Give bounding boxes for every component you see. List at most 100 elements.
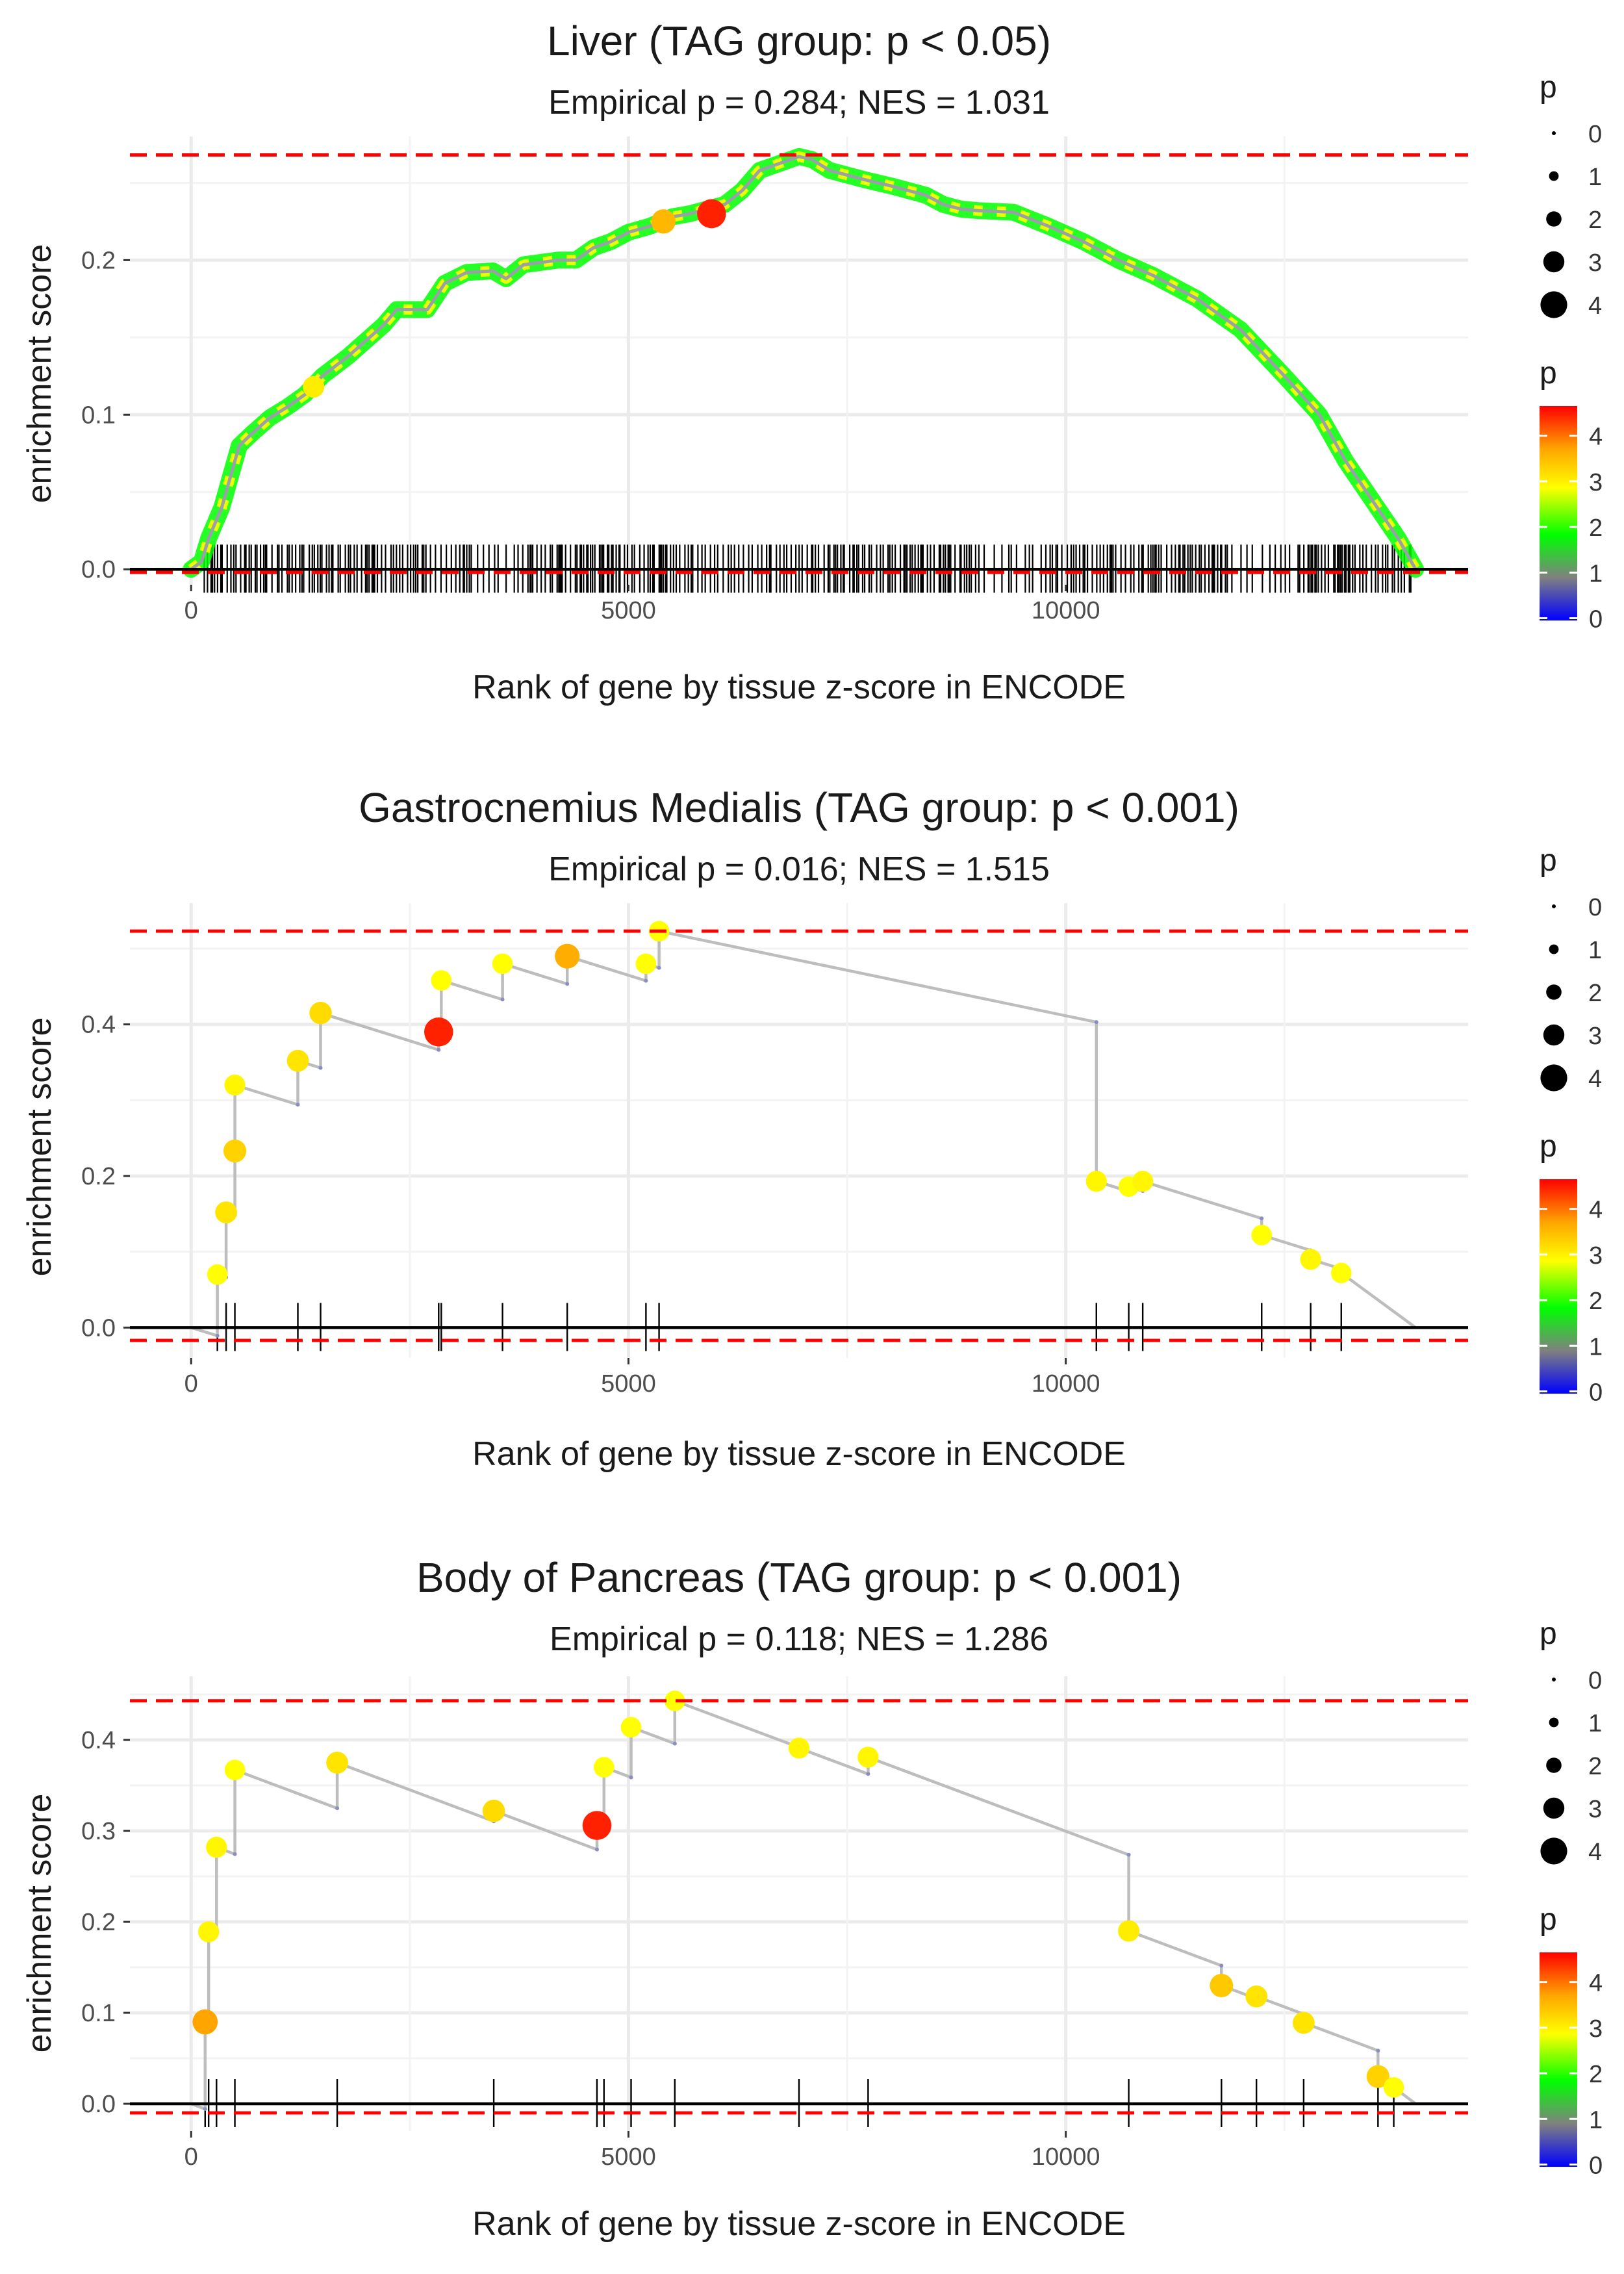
axes: 0.0 0.1 0.2 0.3 0.4 0 5000 10000: [81, 1727, 1100, 2171]
size-legend-key: [1549, 944, 1559, 954]
gene-point: [620, 1717, 642, 1738]
gene-base-point: [672, 1741, 677, 1746]
size-legend-label: 2: [1588, 207, 1602, 234]
color-legend-label: 3: [1589, 469, 1603, 496]
color-legend-label: 2: [1589, 2061, 1603, 2088]
pancreas-legend: p 0 1 2 3 4 p 0 1 2 3 4: [1540, 1616, 1603, 2179]
y-tick-label: 0.0: [81, 1314, 116, 1342]
gene-base-point: [215, 1333, 220, 1338]
gene-base-point: [866, 1772, 870, 1776]
color-legend-title: p: [1540, 356, 1557, 390]
gene-base-point: [318, 1066, 323, 1070]
gene-point: [635, 953, 657, 975]
gene-points: [207, 921, 1352, 1338]
gene-base-point: [296, 1103, 300, 1107]
panel-title: Body of Pancreas (TAG group: p < 0.001): [416, 1554, 1182, 1601]
x-tick-label: 10000: [1032, 1370, 1100, 1398]
gene-point: [1210, 1974, 1234, 1997]
gene-point: [424, 1017, 453, 1047]
x-axis-label: Rank of gene by tissue z-score in ENCODE: [472, 1435, 1126, 1473]
size-legend-title: p: [1540, 843, 1557, 878]
size-legend-label: 0: [1588, 894, 1602, 921]
enrichment-curve: [183, 147, 1425, 578]
gene-point: [215, 1201, 237, 1223]
gene-point: [1085, 1171, 1107, 1192]
color-legend-label: 3: [1589, 1242, 1603, 1270]
gene-base-point: [335, 1806, 340, 1811]
color-legend-title: p: [1540, 1902, 1557, 1937]
y-tick-label: 0.0: [81, 2091, 116, 2118]
color-legend-bar: [1540, 1179, 1577, 1394]
gene-point: [303, 376, 325, 398]
gene-point: [857, 1746, 879, 1768]
gene-point: [1330, 1262, 1352, 1284]
size-legend-key: [1543, 1024, 1565, 1046]
y-axis-label: enrichment score: [21, 1794, 58, 2053]
gene-point: [593, 1757, 615, 1778]
gene-point: [1383, 2077, 1404, 2098]
enrichment-curve: [190, 1699, 1417, 2111]
color-legend-label: 0: [1589, 2152, 1603, 2179]
x-tick-label: 0: [184, 597, 198, 624]
y-tick-label: 0.2: [81, 1163, 116, 1190]
gene-point: [431, 970, 452, 991]
size-legend-label: 2: [1588, 1753, 1602, 1780]
size-legend-key: [1540, 1064, 1567, 1092]
axes: 0.0 0.2 0.4 0 5000 10000: [81, 1012, 1100, 1398]
gene-point: [224, 1074, 246, 1096]
panel-title: Liver (TAG group: p < 0.05): [547, 18, 1051, 64]
y-tick-label: 0.0: [81, 556, 116, 583]
color-legend-label: 4: [1589, 1970, 1603, 1997]
color-legend-label: 0: [1589, 1379, 1603, 1406]
gene-point: [555, 943, 580, 969]
size-legend-key: [1540, 291, 1567, 318]
x-tick-label: 0: [184, 2143, 198, 2171]
enrichment-curve-line: [190, 155, 1417, 571]
curve-halo-yellow: [188, 151, 1421, 574]
plot-grid: [130, 903, 1468, 1358]
x-tick-label: 10000: [1032, 2143, 1100, 2171]
size-legend-key: [1546, 984, 1562, 1000]
reference-lines: [130, 1699, 1468, 2115]
size-legend-key: [1552, 131, 1556, 135]
size-legend-label: 1: [1588, 164, 1602, 191]
gene-base-point: [594, 1847, 599, 1852]
x-tick-label: 10000: [1032, 597, 1100, 624]
reference-lines: [130, 929, 1468, 1342]
plot-grid: [130, 136, 1468, 585]
size-legend-label: 3: [1588, 1023, 1602, 1050]
panel-subtitle: Empirical p = 0.118; NES = 1.286: [550, 1620, 1048, 1658]
gene-base-point: [233, 1852, 237, 1856]
y-tick-label: 0.2: [81, 1909, 116, 1936]
gene-point: [206, 1837, 227, 1858]
y-tick-label: 0.3: [81, 1818, 116, 1845]
color-legend-bar: [1540, 406, 1577, 620]
size-legend-title: p: [1540, 70, 1557, 105]
reference-lines: [130, 153, 1468, 574]
size-legend-title: p: [1540, 1616, 1557, 1651]
gene-base-point: [1126, 1852, 1131, 1857]
color-legend-label: 3: [1589, 2015, 1603, 2043]
color-legend-label: 1: [1589, 1333, 1603, 1361]
axes: 0.0 0.1 0.2 0 5000 10000: [81, 247, 1100, 624]
gene-point: [286, 1049, 309, 1072]
color-legend-bar: [1540, 1952, 1577, 2167]
gene-point: [1132, 1171, 1154, 1192]
gene-point: [651, 209, 676, 234]
gene-point: [223, 1139, 247, 1163]
size-legend-key: [1549, 1717, 1559, 1728]
gene-point: [309, 1001, 332, 1025]
gene-point: [1245, 1985, 1268, 2008]
gene-point: [192, 2009, 218, 2035]
y-axis-label: enrichment score: [21, 244, 58, 504]
curve-halo-green: [183, 147, 1425, 578]
size-legend-key: [1546, 1757, 1562, 1773]
gene-point: [1251, 1225, 1273, 1246]
gene-points: [192, 1691, 1404, 2112]
gene-base-point: [1219, 1963, 1224, 1968]
gene-base-point: [1376, 2049, 1380, 2053]
gene-base-point: [437, 1047, 441, 1052]
enrichment-curve-line: [190, 929, 1417, 1338]
panel-subtitle: Empirical p = 0.016; NES = 1.515: [548, 850, 1050, 888]
